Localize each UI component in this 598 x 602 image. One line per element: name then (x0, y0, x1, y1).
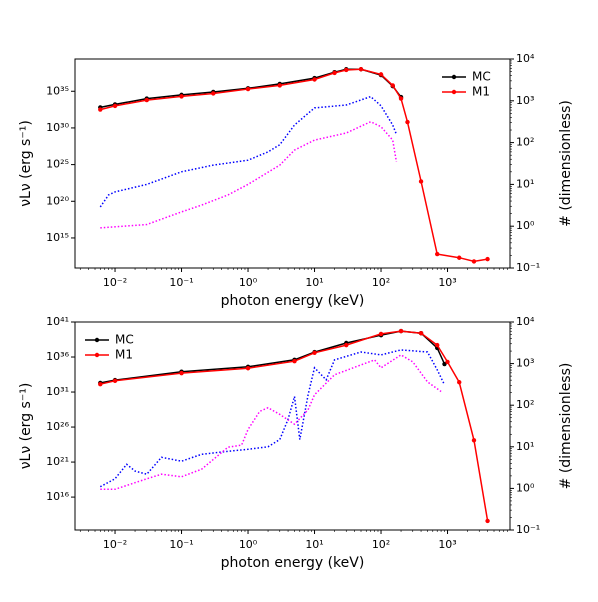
y2-tick-label: 10² (516, 398, 534, 411)
x-tick-label: 10⁻² (103, 276, 127, 289)
x-tick-label: 10⁰ (239, 538, 258, 551)
y2-axis-label: # (dimensionless) (558, 100, 574, 227)
legend-marker (94, 352, 100, 358)
series-marker (98, 107, 103, 112)
series-marker (344, 342, 349, 348)
series-marker (245, 86, 251, 92)
series-marker (445, 359, 450, 365)
y-tick-label: 10¹⁵ (46, 231, 69, 244)
series-line (99, 95, 398, 208)
legend-label: MC (115, 333, 134, 347)
y-tick-label: 10³⁵ (46, 84, 69, 97)
series-marker (112, 103, 118, 109)
series-marker (418, 179, 424, 184)
plot-area (98, 67, 490, 264)
y2-tick-label: 10⁻¹ (516, 523, 540, 536)
y-tick-label: 10³⁶ (46, 350, 69, 363)
y-tick-label: 10²⁰ (46, 194, 69, 207)
y2-tick-label: 10² (516, 136, 534, 149)
series-marker (471, 438, 477, 443)
y2-tick-label: 10³ (516, 357, 534, 370)
legend-marker (451, 89, 457, 95)
series-marker (112, 378, 118, 384)
series-marker (98, 382, 103, 387)
y2-tick-label: 10⁻¹ (516, 261, 540, 274)
y2-tick-label: 10¹ (516, 177, 534, 190)
series-marker (292, 359, 297, 364)
y-tick-label: 10³⁰ (46, 121, 69, 134)
series-marker (457, 380, 462, 385)
series-marker (344, 67, 349, 73)
y-tick-label: 10²¹ (46, 455, 69, 468)
series-marker (471, 259, 477, 264)
series-marker (485, 256, 490, 262)
series-marker (312, 77, 317, 82)
y-tick-label: 10⁴¹ (46, 315, 69, 328)
x-tick-label: 10² (372, 538, 390, 551)
series-marker (144, 97, 149, 103)
series-marker (390, 83, 395, 88)
series-marker (332, 70, 337, 76)
y2-axis-label: # (dimensionless) (558, 363, 574, 490)
series-marker (435, 251, 440, 257)
y2-tick-label: 10⁰ (516, 219, 535, 232)
y2-tick-label: 10⁴ (516, 315, 535, 328)
series-marker (398, 328, 404, 334)
y-tick-label: 10³¹ (46, 385, 69, 398)
series-marker (405, 119, 410, 125)
series-marker (179, 370, 184, 376)
x-tick-label: 10⁻¹ (169, 276, 193, 289)
legend-marker (451, 74, 457, 80)
y2-tick-label: 10⁴ (516, 52, 535, 65)
y2-tick-label: 10¹ (516, 440, 534, 453)
series-marker (485, 518, 490, 524)
y-axis-label: νLν (erg s⁻¹) (18, 383, 34, 470)
x-axis-label: photon energy (keV) (221, 293, 365, 309)
series-line (100, 354, 442, 491)
series-marker (358, 67, 364, 72)
x-tick-label: 10³ (438, 538, 456, 551)
series-line (100, 120, 398, 229)
plot-area (98, 328, 490, 524)
x-tick-label: 10³ (438, 276, 456, 289)
series-line (99, 349, 446, 488)
x-tick-label: 10² (372, 276, 390, 289)
legend-label: M1 (115, 348, 133, 362)
y2-tick-label: 10⁰ (516, 481, 535, 494)
legend-label: M1 (472, 85, 490, 99)
y-tick-label: 10¹⁶ (46, 490, 69, 503)
series-line (100, 68, 488, 263)
y-tick-label: 10²⁵ (46, 158, 69, 171)
x-tick-label: 10¹ (305, 276, 323, 289)
legend-label: MC (472, 70, 491, 84)
axes-frame (74, 58, 511, 269)
series-marker (179, 94, 184, 99)
x-tick-label: 10¹ (305, 538, 323, 551)
series-marker (245, 366, 251, 371)
series-line (100, 330, 446, 384)
x-axis-label: photon energy (keV) (221, 555, 365, 571)
series-marker (211, 91, 216, 96)
x-tick-label: 10⁻¹ (169, 538, 193, 551)
x-tick-label: 10⁰ (239, 276, 258, 289)
series-marker (312, 350, 317, 356)
y-axis-label: νLν (erg s⁻¹) (18, 120, 34, 207)
legend-marker (94, 337, 100, 343)
axes-frame (74, 321, 511, 531)
series-marker (418, 331, 424, 336)
series-marker (457, 255, 462, 260)
series-marker (277, 83, 282, 88)
x-tick-label: 10⁻² (103, 538, 127, 551)
y2-tick-label: 10³ (516, 94, 534, 107)
series-marker (378, 72, 384, 77)
series-marker (378, 331, 384, 337)
series-marker (398, 96, 404, 101)
y-tick-label: 10²⁶ (46, 420, 69, 433)
series-marker (435, 342, 440, 348)
